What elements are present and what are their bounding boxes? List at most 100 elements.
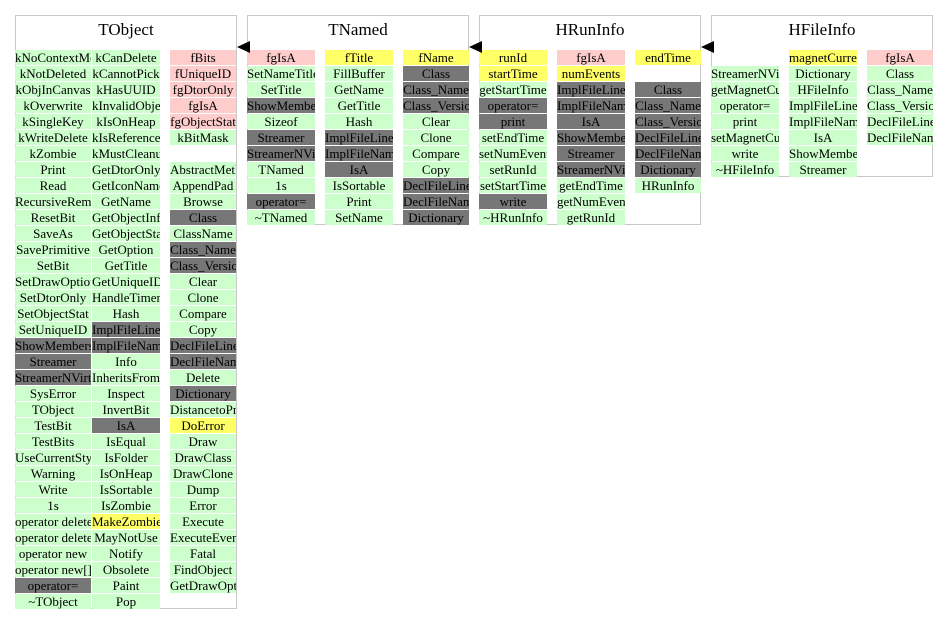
member-getdtoronly: GetDtorOnly [92,162,160,177]
member-makezombie: MakeZombie [92,514,160,529]
member-doerror: DoError [170,418,236,433]
member-ksinglekey: kSingleKey [15,114,91,129]
member-execute: Execute [170,514,236,529]
member-getmagnetcurrent: getMagnetCurrent [711,82,779,97]
member-print: print [711,114,779,129]
member-class-version: Class_Version [170,258,236,273]
member-getendtime: getEndTime [557,178,625,193]
member-declfileline: DeclFileLine [170,338,236,353]
member-endtime: endTime [635,50,701,65]
member-setdtoronly: SetDtorOnly [15,290,91,305]
member-usecurrentstyle: UseCurrentStyle [15,450,91,465]
member-getstarttime: getStartTime [479,82,547,97]
member-drawclone: DrawClone [170,466,236,481]
member-saveas: SaveAs [15,226,91,241]
member-fgisa: fgIsA [867,50,933,65]
class-title: TNamed [328,20,388,39]
member-pop: Pop [92,594,160,609]
member-dictionary: Dictionary [170,386,236,401]
member-setobjectstat: SetObjectStat [15,306,91,321]
member-implfilename: ImplFileName [325,146,393,161]
member-isa: IsA [557,114,625,129]
member-kisreferenced: kIsReferenced [92,130,160,145]
member-ftitle: fTitle [325,50,393,65]
member-getoption: GetOption [92,242,160,257]
class-title: TObject [98,20,154,39]
member-invertbit: InvertBit [92,402,160,417]
member-getname: GetName [325,82,393,97]
member-showmembers: ShowMembers [557,130,625,145]
member-class-name: Class_Name [170,242,236,257]
member-dictionary: Dictionary [789,66,857,81]
member-warning: Warning [15,466,91,481]
member-recursiveremove: RecursiveRemove [15,194,91,209]
member-clone: Clone [403,130,469,145]
member-koverwrite: kOverwrite [15,98,91,113]
member-showmembers: ShowMembers [15,338,91,353]
member-issortable: IsSortable [92,482,160,497]
member-class-name: Class_Name [867,82,933,97]
member-fgobjectstat: fgObjectStat [170,114,236,129]
member-class: Class [170,210,236,225]
member-streamer: Streamer [789,162,857,177]
member-tnamed: TNamed [247,162,315,177]
member-setendtime: setEndTime [479,130,547,145]
member-compare: Compare [170,306,236,321]
member-class-version: Class_Version [867,98,933,113]
member-isfolder: IsFolder [92,450,160,465]
member-operator: operator= [247,194,315,209]
member-operator-new: operator new [15,546,91,561]
member-notify: Notify [92,546,160,561]
member-fgisa: fgIsA [170,98,236,113]
member-setrunid: setRunId [479,162,547,177]
member-tnamed: ~TNamed [247,210,315,225]
member-streamernvirtual: StreamerNVirtual [711,66,779,81]
member-paint: Paint [92,578,160,593]
member-kmustcleanup: kMustCleanup [92,146,160,161]
member-sizeof: Sizeof [247,114,315,129]
member-declfilename: DeclFileName [403,194,469,209]
member-fname: fName [403,50,469,65]
member-issortable: IsSortable [325,178,393,193]
member-error: Error [170,498,236,513]
member-clear: Clear [170,274,236,289]
member-streamernvirtual: StreamerNVirtual [15,370,91,385]
member-setnametitle: SetNameTitle [247,66,315,81]
member-hash: Hash [325,114,393,129]
member-numevents: numEvents [557,66,625,81]
member-declfilename: DeclFileName [635,146,701,161]
member-getobjectstat: GetObjectStat [92,226,160,241]
member-settitle: SetTitle [247,82,315,97]
member-compare: Compare [403,146,469,161]
member-operator-delete: operator delete [15,514,91,529]
member-hruninfo: ~HRunInfo [479,210,547,225]
member-setdrawoption: SetDrawOption [15,274,91,289]
member-clone: Clone [170,290,236,305]
member-isa: IsA [92,418,160,433]
member-gettitle: GetTitle [325,98,393,113]
member-testbit: TestBit [15,418,91,433]
member-runid: runId [479,50,547,65]
member-hash: Hash [92,306,160,321]
member-tobject: TObject [15,402,91,417]
member-implfileline: ImplFileLine [92,322,160,337]
member-executeevent: ExecuteEvent [170,530,236,545]
member-clear: Clear [403,114,469,129]
member-maynotuse: MayNotUse [92,530,160,545]
member-tobject: ~TObject [15,594,91,609]
member-dictionary: Dictionary [635,162,701,177]
member-geticonname: GetIconName [92,178,160,193]
member-kcannotpick: kCannotPick [92,66,160,81]
member-kisonheap: kIsOnHeap [92,114,160,129]
member-syserror: SysError [15,386,91,401]
member-streamer: Streamer [557,146,625,161]
member-handletimer: HandleTimer [92,290,160,305]
member-browse: Browse [170,194,236,209]
member-isa: IsA [325,162,393,177]
member-implfileline: ImplFileLine [325,130,393,145]
member-fbits: fBits [170,50,236,65]
member-setname: SetName [325,210,393,225]
member-implfilename: ImplFileName [789,114,857,129]
member-write: write [711,146,779,161]
member-inheritsfrom: InheritsFrom [92,370,160,385]
